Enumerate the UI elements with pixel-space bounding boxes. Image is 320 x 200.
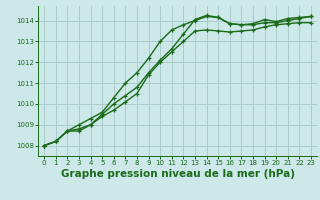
X-axis label: Graphe pression niveau de la mer (hPa): Graphe pression niveau de la mer (hPa) [60, 169, 295, 179]
